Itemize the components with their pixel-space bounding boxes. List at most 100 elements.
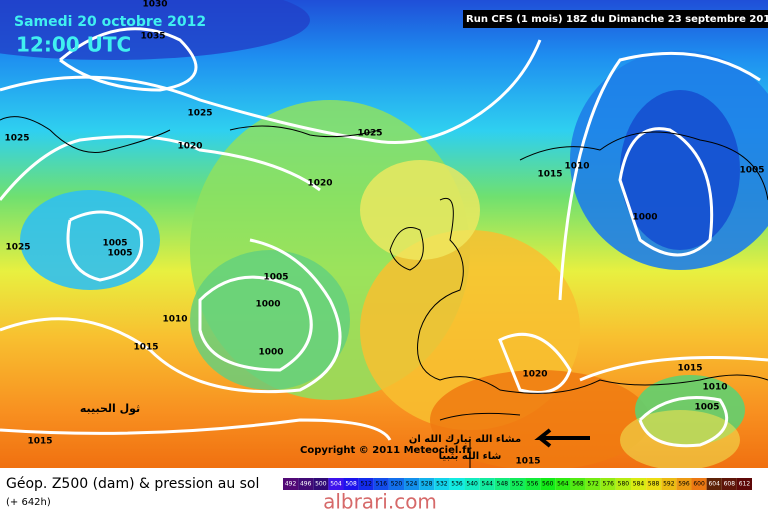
scale-label: 552 bbox=[512, 481, 524, 488]
scale-cell bbox=[706, 478, 722, 490]
scale-label: 584 bbox=[633, 481, 645, 488]
scale-cell bbox=[525, 478, 541, 490]
color-scale: 492 496 500 504 508 512 516 520 524 528 532 536 540 5… bbox=[283, 478, 752, 490]
arabic-note: شاء الله بثبيا bbox=[439, 451, 502, 462]
scale-cell bbox=[464, 478, 480, 490]
isobar-label: 1015 bbox=[677, 364, 702, 374]
scale-cell bbox=[676, 478, 692, 490]
scale-label: 560 bbox=[542, 481, 554, 488]
scale-label: 568 bbox=[572, 481, 584, 488]
isobar-label: 1005 bbox=[263, 273, 288, 283]
scale-label: 544 bbox=[482, 481, 494, 488]
lead-time: (+ 642h) bbox=[6, 497, 51, 508]
scale-cell bbox=[509, 478, 526, 490]
scale-label: 524 bbox=[406, 481, 418, 488]
isobar-label: 1005 bbox=[739, 166, 764, 176]
scale-label: 504 bbox=[330, 481, 342, 488]
scale-cell bbox=[646, 478, 662, 490]
run-banner bbox=[463, 10, 768, 28]
isobar-label: 1025 bbox=[357, 129, 382, 139]
isobar-label: 1025 bbox=[187, 109, 212, 119]
scale-label: 516 bbox=[376, 481, 388, 488]
isobar-label: 1005 bbox=[102, 239, 127, 249]
scale-cell bbox=[434, 478, 450, 490]
isobar-label: 1025 bbox=[4, 134, 29, 144]
scale-cell bbox=[449, 478, 465, 490]
watermark: albrari.com bbox=[323, 490, 437, 512]
isobar-label: 1035 bbox=[140, 32, 165, 42]
arabic-note: مشاء الله تبارك الله ان bbox=[409, 434, 521, 445]
scale-label: 512 bbox=[360, 481, 372, 488]
scale-cell bbox=[358, 478, 374, 490]
scale-cell bbox=[313, 478, 329, 490]
scale-label: 528 bbox=[421, 481, 433, 488]
scale-label: 564 bbox=[557, 481, 569, 488]
isobar-label: 1015 bbox=[27, 437, 52, 447]
scale-label: 600 bbox=[693, 481, 705, 488]
scale-cell bbox=[691, 478, 707, 490]
scale-cell bbox=[585, 478, 601, 490]
scale-label: 612 bbox=[739, 481, 751, 488]
scale-cell bbox=[343, 478, 359, 490]
isobar-label: 1015 bbox=[537, 170, 562, 180]
scale-label: 492 bbox=[285, 481, 297, 488]
scale-cell bbox=[555, 478, 571, 490]
date: Samedi 20 octobre 2012 bbox=[14, 14, 206, 30]
isobar-label: 1005 bbox=[107, 249, 132, 259]
arabic-note: ثول الحبيبه bbox=[80, 402, 140, 415]
isobar-label: 1020 bbox=[522, 370, 547, 380]
isobar-label: 1025 bbox=[5, 243, 30, 253]
scale-cell bbox=[283, 478, 299, 490]
scale-cell bbox=[419, 478, 435, 490]
isobar-label: 1020 bbox=[177, 142, 202, 152]
scale-label: 508 bbox=[345, 481, 357, 488]
isobar-label: 1010 bbox=[564, 162, 589, 172]
isobar-label: 1020 bbox=[307, 179, 332, 189]
scale-cell bbox=[570, 478, 586, 490]
isobar-label: 1030 bbox=[142, 0, 167, 10]
scale-cell bbox=[540, 478, 556, 490]
scale-label: 588 bbox=[648, 481, 660, 488]
isobar-label: 1000 bbox=[255, 300, 280, 310]
scale-label: 500 bbox=[315, 481, 327, 488]
scale-cell bbox=[388, 478, 405, 490]
scale-cell bbox=[736, 478, 752, 490]
isobar-label: 1010 bbox=[162, 315, 187, 325]
isobar-label: 1015 bbox=[515, 457, 540, 467]
coastlines bbox=[0, 116, 768, 468]
scale-label: 604 bbox=[708, 481, 720, 488]
scale-label: 592 bbox=[663, 481, 675, 488]
isobar-label: 1000 bbox=[632, 213, 657, 223]
scale-label: 580 bbox=[618, 481, 630, 488]
arrow bbox=[534, 428, 590, 448]
scale-cell bbox=[615, 478, 631, 490]
isobar-label: 1015 bbox=[133, 343, 158, 353]
scale-cell bbox=[328, 478, 344, 490]
scale-cell bbox=[494, 478, 510, 490]
scale-label: 532 bbox=[436, 481, 448, 488]
copyright: Copyright © 2011 Meteociel.fr bbox=[300, 445, 471, 456]
scale-cell bbox=[373, 478, 389, 490]
scale-label: 548 bbox=[497, 481, 509, 488]
scale-label: 576 bbox=[603, 481, 615, 488]
scale-label: 520 bbox=[391, 481, 403, 488]
scale-cell bbox=[661, 478, 677, 490]
isobar-label: 1000 bbox=[258, 348, 283, 358]
isobar-label: 1010 bbox=[702, 383, 727, 393]
scale-cell bbox=[404, 478, 420, 490]
scale-label: 540 bbox=[466, 481, 478, 488]
time: 12:00 UTC bbox=[16, 33, 131, 57]
run-info: Run CFS (1 mois) 18Z du Dimanche 23 sept… bbox=[466, 14, 768, 25]
scale-cell bbox=[479, 478, 495, 490]
isobar-label: 1005 bbox=[694, 403, 719, 413]
scale-label: 556 bbox=[527, 481, 539, 488]
scale-label: 608 bbox=[724, 481, 736, 488]
caption: Géop. Z500 (dam) & pression au sol bbox=[6, 476, 259, 492]
scale-label: 496 bbox=[300, 481, 312, 488]
scale-cell bbox=[721, 478, 737, 490]
scale-cell bbox=[298, 478, 314, 490]
scale-label: 596 bbox=[678, 481, 690, 488]
